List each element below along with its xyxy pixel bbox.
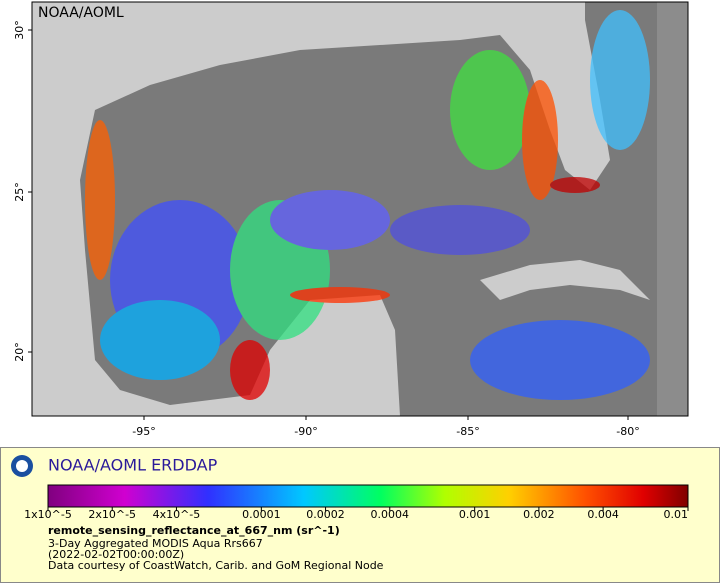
legend-panel (0, 447, 720, 583)
colorbar-label: 0.01 (664, 508, 689, 521)
legend-line: (2022-02-02T00:00:00Z) (48, 548, 184, 561)
colorbar (47, 484, 689, 508)
colorbar-label: 0.0002 (306, 508, 345, 521)
lon-label: -80° (616, 425, 639, 438)
colorbar-label: 4x10^-5 (153, 508, 201, 521)
logo-inner (16, 460, 28, 472)
lat-label: 30° (13, 20, 26, 40)
legend-lines: 3-Day Aggregated MODIS Aqua Rrs667(2022-… (48, 537, 384, 572)
colorbar-label: 0.001 (459, 508, 491, 521)
variable-name: remote_sensing_reflectance_at_667_nm (sr… (48, 524, 340, 537)
legend-line: 3-Day Aggregated MODIS Aqua Rrs667 (48, 537, 263, 550)
colorbar-label: 0.0004 (371, 508, 410, 521)
lon-label: -95° (132, 425, 155, 438)
colorbar-labels: 1x10^-5 2x10^-5 4x10^-5 0.0001 0.0002 0.0004 0… (24, 507, 689, 521)
map: NOAA/AOML (32, 2, 688, 416)
lat-label: 20° (13, 342, 26, 362)
lat-label: 25° (13, 182, 26, 202)
colorbar-label: 1x10^-5 (24, 508, 72, 521)
legend-line: Data courtesy of CoastWatch, Carib. and … (48, 559, 384, 572)
legend-title: NOAA/AOML ERDDAP (48, 456, 218, 475)
lon-label: -85° (456, 425, 479, 438)
colorbar-label: 0.004 (587, 508, 619, 521)
map-frame (31, 1, 689, 417)
lon-label: -90° (294, 425, 317, 438)
axes: 30° 25° 20° -95° -90° -85° -80° (13, 20, 640, 438)
corner-label: NOAA/AOML (38, 5, 124, 21)
colorbar-label: 0.002 (523, 508, 555, 521)
colorbar-label: 0.0001 (242, 508, 281, 521)
colorbar-label: 2x10^-5 (88, 508, 136, 521)
